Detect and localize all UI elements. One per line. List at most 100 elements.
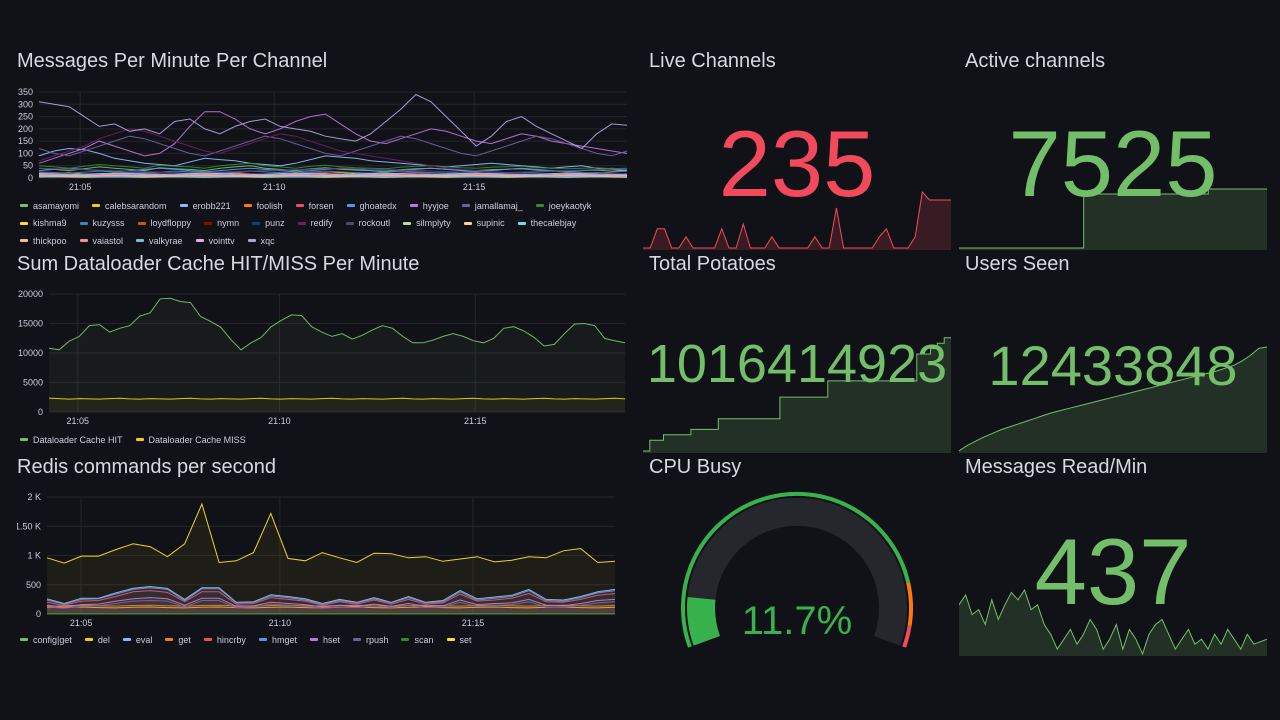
legend-item[interactable]: foolish bbox=[243, 198, 283, 214]
legend-item[interactable]: ghoatedx bbox=[346, 198, 397, 214]
y-tick-label: 0 bbox=[38, 407, 43, 417]
legend-item[interactable]: vaiastol bbox=[79, 233, 123, 249]
cpu-busy-value: 11.7% bbox=[741, 599, 853, 643]
legend-swatch bbox=[20, 438, 28, 441]
series-line-hincrby bbox=[46, 590, 616, 606]
legend-item[interactable]: calebsarandom bbox=[92, 198, 167, 214]
legend-item[interactable]: thecalebjay bbox=[517, 215, 576, 231]
legend-item[interactable]: Dataloader Cache HIT bbox=[20, 432, 123, 448]
legend-label: Dataloader Cache HIT bbox=[33, 434, 123, 445]
panel-title: Total Potatoes bbox=[649, 253, 776, 275]
legend-item[interactable]: rockoutl bbox=[345, 215, 390, 231]
users-seen-sparkline bbox=[959, 346, 1267, 453]
legend-item[interactable]: rpush bbox=[352, 632, 388, 648]
legend-item[interactable]: punz bbox=[252, 215, 285, 231]
legend-item[interactable]: eval bbox=[122, 632, 153, 648]
users-seen-panel: Users Seen 12433848 bbox=[959, 253, 1267, 453]
sparkline-line bbox=[643, 190, 951, 249]
messages-read-value: 437 bbox=[1034, 519, 1192, 624]
legend-item[interactable]: scan bbox=[401, 632, 434, 648]
x-tick-label: 21:10 bbox=[263, 182, 286, 192]
panel-title: CPU Busy bbox=[649, 456, 742, 478]
legend-label: valkyrae bbox=[149, 235, 183, 246]
x-tick-label: 21:15 bbox=[463, 182, 486, 192]
total-potatoes-value: 1016414923 bbox=[646, 334, 948, 394]
legend-item[interactable]: supinic bbox=[463, 215, 505, 231]
legend-item[interactable]: valkyrae bbox=[136, 233, 183, 249]
legend-label: hmget bbox=[271, 634, 297, 645]
legend-item[interactable]: hset bbox=[309, 632, 340, 648]
legend-label: config|get bbox=[33, 634, 72, 645]
series-area bbox=[49, 298, 625, 412]
series-line-joeykaotyk bbox=[38, 162, 628, 170]
legend-item[interactable]: kuzysss bbox=[79, 215, 125, 231]
sparkline-area bbox=[643, 337, 951, 453]
series-line-supinic bbox=[38, 176, 628, 178]
legend-item[interactable]: redify bbox=[297, 215, 333, 231]
legend-item[interactable]: kishma9 bbox=[20, 215, 67, 231]
legend-item[interactable]: hmget bbox=[258, 632, 297, 648]
live-channels-value: 235 bbox=[718, 111, 876, 216]
cpu-busy-panel: CPU Busy 11.7% bbox=[643, 456, 951, 656]
series-line-jamallamaj_ bbox=[38, 135, 628, 157]
legend-item[interactable]: set bbox=[446, 632, 472, 648]
legend-swatch bbox=[309, 638, 318, 641]
series-area bbox=[49, 398, 625, 412]
series-area bbox=[47, 607, 615, 614]
gauge-value-arc bbox=[687, 597, 721, 646]
legend-item[interactable]: get bbox=[165, 632, 191, 648]
messages-chart[interactable]: 350 300 250 200 150 100 50 0 21:05 21:10 21:15 bbox=[17, 86, 632, 246]
legend-label: thickpoo bbox=[33, 235, 67, 246]
users-seen-value: 12433848 bbox=[988, 334, 1238, 397]
legend-label: erobb221 bbox=[192, 200, 231, 211]
sparkline-area bbox=[959, 347, 1267, 453]
messages-read-panel: Messages Read/Min 437 bbox=[959, 456, 1267, 656]
series-line-xqc bbox=[38, 93, 628, 150]
legend-item[interactable]: del bbox=[84, 632, 110, 648]
redis-legend: config|get del eval get hincrby hmget hset rpus… bbox=[20, 630, 630, 648]
legend-swatch bbox=[20, 638, 28, 641]
legend-swatch bbox=[352, 638, 361, 641]
legend-swatch bbox=[92, 204, 101, 207]
series-line-hset bbox=[46, 597, 616, 608]
y-tick-label: 1.50 K bbox=[17, 521, 41, 531]
legend-item[interactable]: thickpoo bbox=[20, 233, 67, 249]
active-channels-panel: Active channels 7525 bbox=[959, 50, 1267, 250]
legend-item[interactable]: vointtv bbox=[195, 233, 235, 249]
legend-item[interactable]: silmplyty bbox=[403, 215, 451, 231]
legend-label: hyyjoe bbox=[422, 200, 449, 211]
legend-item[interactable]: asamayomi bbox=[20, 198, 79, 214]
legend-label: eval bbox=[135, 634, 153, 645]
series-line-hmget bbox=[46, 587, 616, 605]
total-potatoes-panel: Total Potatoes 1016414923 bbox=[643, 253, 951, 453]
series-line-erobb221 bbox=[38, 147, 628, 172]
legend-item[interactable]: forsen bbox=[295, 198, 334, 214]
legend-swatch bbox=[463, 221, 472, 225]
legend-label: asamayomi bbox=[33, 200, 80, 211]
legend-item[interactable]: Dataloader Cache MISS bbox=[135, 432, 246, 448]
legend-label: kuzysss bbox=[92, 218, 125, 228]
y-tick-label: 150 bbox=[18, 136, 33, 146]
legend-swatch bbox=[20, 239, 28, 242]
redis-chart[interactable]: 2 K 1.50 K 1 K 500 0 21:05 21:10 21:15 bbox=[17, 490, 632, 640]
legend-item[interactable]: nymn bbox=[204, 215, 239, 231]
legend-label: silmplyty bbox=[416, 218, 451, 228]
legend-item[interactable]: xqc bbox=[247, 233, 275, 249]
legend-swatch bbox=[203, 638, 212, 641]
legend-swatch bbox=[461, 204, 470, 207]
legend-item[interactable]: hyyjoe bbox=[409, 198, 449, 214]
series-line-eval bbox=[46, 585, 616, 605]
x-tick-label: 21:10 bbox=[269, 618, 292, 628]
legend-item[interactable]: joeykaotyk bbox=[535, 198, 591, 214]
legend-item[interactable]: config|get bbox=[20, 632, 72, 648]
legend-item[interactable]: loydfloppy bbox=[137, 215, 191, 231]
dataloader-chart[interactable]: 20000 15000 10000 5000 0 21:05 21:10 21:15 bbox=[17, 289, 632, 434]
legend-item[interactable]: erobb221 bbox=[179, 198, 231, 214]
legend-item[interactable]: jamallamaj_ bbox=[461, 198, 523, 214]
sparkline-area bbox=[959, 189, 1267, 250]
messages-read-sparkline bbox=[959, 588, 1267, 656]
panel-title: Live Channels bbox=[649, 50, 776, 72]
legend-item[interactable]: hincrby bbox=[203, 632, 246, 648]
y-tick-label: 300 bbox=[18, 99, 33, 109]
series-area bbox=[47, 590, 615, 614]
